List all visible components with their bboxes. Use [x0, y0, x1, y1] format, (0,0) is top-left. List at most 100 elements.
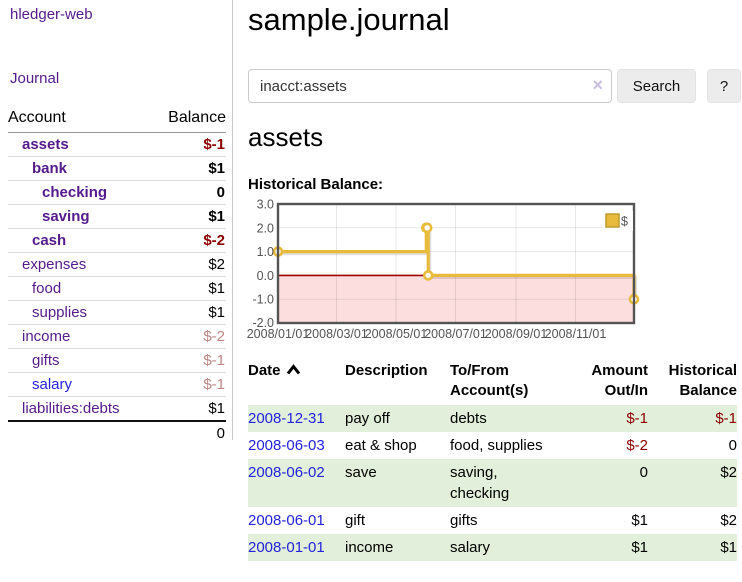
search-row: × Search ?: [248, 69, 742, 103]
main-content: sample.journal × Search ? assets Histori…: [247, 0, 742, 582]
account-row: expenses $2: [8, 252, 226, 277]
accounts-header-account: Account: [8, 106, 152, 133]
chart-title: Historical Balance:: [248, 176, 384, 193]
clear-search-icon[interactable]: ×: [592, 75, 603, 95]
search-button[interactable]: Search: [617, 69, 696, 103]
transaction-date-link[interactable]: 2008-06-03: [248, 437, 325, 454]
historical-balance-chart: $ 3.0 2.0 1.0 0.0 -1.0 -2.0 2008/01/01 2…: [247, 198, 640, 341]
transaction-date-link[interactable]: 2008-01-01: [248, 539, 325, 556]
transaction-accounts: debts: [450, 405, 562, 432]
transaction-balance: $2: [648, 459, 737, 507]
account-row: liabilities:debts $1: [8, 396, 226, 421]
transaction-date-link[interactable]: 2008-12-31: [248, 410, 325, 427]
transaction-amount: 0: [562, 459, 648, 507]
svg-text:2008/01/01: 2008/01/01: [247, 327, 310, 341]
svg-text:1.0: 1.0: [257, 245, 274, 259]
account-balance: $-1: [203, 376, 225, 393]
help-button[interactable]: ?: [707, 69, 741, 103]
account-link[interactable]: bank: [32, 160, 68, 177]
account-row: gifts $-1: [8, 348, 226, 373]
account-balance: $-2: [203, 232, 225, 249]
transaction-balance: $-1: [648, 405, 737, 432]
legend-swatch: [605, 213, 620, 228]
account-row: supplies $1: [8, 300, 226, 325]
transaction-amount: $1: [562, 534, 648, 561]
svg-text:2008/03/01: 2008/03/01: [305, 327, 368, 341]
account-row: bank $1: [8, 156, 226, 181]
accounts-total: 0: [216, 424, 225, 442]
account-link[interactable]: supplies: [32, 304, 88, 321]
transaction-description: income: [345, 534, 450, 561]
svg-text:2.0: 2.0: [257, 221, 274, 235]
account-balance: $-1: [203, 136, 225, 153]
account-balance: $-2: [203, 328, 225, 345]
account-row: checking 0: [8, 180, 226, 205]
account-link[interactable]: cash: [32, 232, 67, 249]
account-link[interactable]: saving: [42, 208, 90, 225]
transaction-amount: $-2: [626, 437, 648, 454]
series-points: [272, 222, 640, 305]
page-title: sample.journal: [248, 2, 450, 37]
svg-text:-1.0: -1.0: [252, 293, 274, 307]
account-link[interactable]: salary: [32, 376, 73, 393]
register-header-date[interactable]: Date: [248, 360, 345, 405]
account-balance: 0: [216, 184, 225, 201]
account-row: income $-2: [8, 324, 226, 349]
transaction-description: eat & shop: [345, 437, 417, 454]
transaction-amount: $1: [631, 512, 648, 529]
register-row: 2008-06-02 save saving, checking 0 $2: [248, 459, 737, 507]
y-axis-labels: 3.0 2.0 1.0 0.0 -1.0 -2.0: [252, 198, 274, 330]
transaction-date-link[interactable]: 2008-06-02: [248, 464, 325, 481]
account-link[interactable]: expenses: [22, 256, 87, 273]
account-balance: $-1: [203, 352, 225, 369]
accounts-total-row: 0: [8, 419, 226, 445]
transaction-accounts: gifts: [450, 512, 478, 529]
svg-text:2008/07/01: 2008/07/01: [424, 327, 487, 341]
chart-legend: $: [603, 211, 633, 231]
account-link[interactable]: checking: [42, 184, 108, 201]
search-input[interactable]: [248, 69, 612, 103]
account-link[interactable]: income: [22, 328, 71, 345]
svg-text:2008/11/01: 2008/11/01: [545, 327, 607, 341]
account-balance: $1: [208, 280, 225, 297]
app-title-link[interactable]: hledger-web: [10, 6, 93, 23]
nav-journal-link[interactable]: Journal: [10, 70, 60, 87]
account-link[interactable]: food: [32, 280, 62, 297]
svg-text:2008/09/01: 2008/09/01: [485, 327, 548, 341]
transaction-balance: 0: [728, 437, 737, 454]
account-row: assets $-1: [8, 133, 226, 157]
search-box: ×: [248, 69, 612, 103]
transaction-amount: $-1: [562, 405, 648, 432]
plot-border: [276, 202, 636, 325]
svg-text:2008/05/01: 2008/05/01: [365, 327, 428, 341]
transaction-date-link[interactable]: 2008-06-01: [248, 512, 325, 529]
register-row: 2008-06-01 gift gifts $1 $2: [248, 507, 737, 534]
account-link[interactable]: assets: [22, 136, 69, 153]
transaction-description: gift: [345, 512, 366, 529]
register-header-balance: Historical Balance: [668, 362, 737, 399]
legend-label: $: [621, 215, 628, 229]
account-row: cash $-2: [8, 228, 226, 253]
register-table: Date Description To/From Account(s) Amou…: [248, 360, 737, 561]
register-row: 2008-12-31 pay off debts $-1 $-1: [248, 405, 737, 432]
transaction-description: save: [345, 459, 450, 507]
x-axis-labels: 2008/01/01 2008/03/01 2008/05/01 2008/07…: [247, 327, 607, 341]
account-balance: $1: [208, 208, 225, 225]
transaction-description: pay off: [345, 405, 450, 432]
account-balance: $1: [208, 304, 225, 321]
account-balance: $1: [208, 399, 225, 417]
account-row: food $1: [8, 276, 226, 301]
transaction-accounts: saving, checking: [450, 459, 562, 507]
register-row: 2008-06-03 eat & shop food, supplies $-2…: [248, 432, 737, 459]
account-row: saving $1: [8, 204, 226, 229]
transaction-balance: $1: [648, 534, 737, 561]
account-heading: assets: [248, 122, 324, 152]
account-balance: $2: [208, 256, 225, 273]
register-header-accounts: To/From Account(s): [450, 362, 529, 399]
account-link[interactable]: gifts: [32, 352, 60, 369]
sort-asc-icon: [286, 364, 300, 375]
svg-text:3.0: 3.0: [257, 198, 274, 212]
account-link[interactable]: liabilities:debts: [22, 399, 120, 417]
register-header-row: Date Description To/From Account(s) Amou…: [248, 360, 737, 405]
accounts-header-balance: Balance: [151, 106, 226, 133]
